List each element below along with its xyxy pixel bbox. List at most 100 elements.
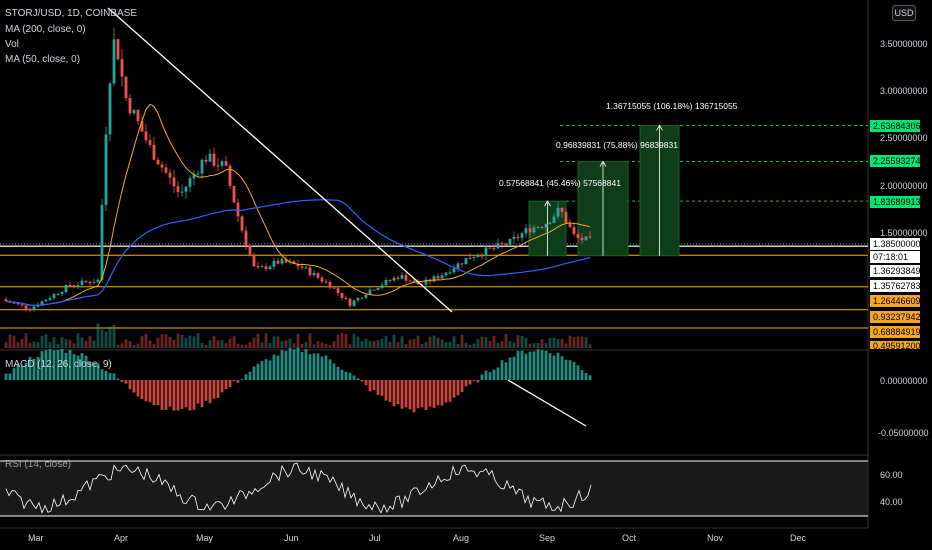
volume-bar bbox=[340, 333, 344, 348]
candle-body bbox=[340, 292, 344, 298]
macd-bar bbox=[308, 354, 312, 380]
candle-body bbox=[60, 292, 64, 294]
candle-body bbox=[12, 302, 16, 304]
macd-bar bbox=[352, 375, 356, 380]
candle-body bbox=[208, 153, 212, 162]
candle-body bbox=[128, 98, 132, 114]
volume-bar bbox=[528, 343, 532, 348]
macd-bar bbox=[500, 360, 504, 380]
volume-bar bbox=[284, 340, 288, 348]
candle-body bbox=[448, 272, 452, 274]
volume-bar bbox=[464, 342, 468, 348]
macd-bar bbox=[188, 380, 192, 411]
candle-body bbox=[496, 243, 500, 249]
macd-bar bbox=[216, 380, 220, 398]
candle-body bbox=[76, 284, 80, 286]
candle-body bbox=[100, 205, 104, 280]
macd-bar bbox=[448, 380, 452, 402]
macd-bar bbox=[40, 351, 44, 380]
volume-bar bbox=[60, 337, 64, 348]
volume-bar bbox=[240, 344, 244, 348]
macd-bar bbox=[8, 373, 12, 380]
macd-bar bbox=[396, 380, 400, 404]
candle-body bbox=[328, 282, 332, 288]
macd-bar bbox=[272, 354, 276, 380]
macd-bar bbox=[344, 371, 348, 380]
candle-body bbox=[16, 303, 20, 305]
volume-bar bbox=[356, 336, 360, 348]
volume-bar bbox=[440, 339, 444, 348]
candle-body bbox=[540, 226, 544, 228]
macd-bar bbox=[488, 372, 492, 380]
candle-body bbox=[484, 247, 488, 256]
macd-bar bbox=[376, 380, 380, 395]
volume-bar bbox=[88, 336, 92, 348]
volume-bar bbox=[360, 341, 364, 348]
target-annotation-2: 0.96839831 (75.88%) 96839831 bbox=[556, 140, 678, 150]
volume-bar bbox=[352, 333, 356, 348]
candle-body bbox=[512, 236, 516, 239]
volume-bar bbox=[364, 338, 368, 348]
macd-bar bbox=[516, 351, 520, 380]
volume-bar bbox=[296, 333, 300, 348]
macd-bar bbox=[440, 380, 444, 406]
candle-body bbox=[232, 185, 236, 203]
macd-bar bbox=[48, 349, 52, 380]
volume-bar bbox=[264, 333, 268, 348]
level-tag-green: 2.25593274 bbox=[870, 155, 921, 167]
volume-bar bbox=[424, 342, 428, 348]
candle-body bbox=[372, 289, 376, 291]
macd-bar bbox=[196, 380, 200, 404]
price-tick: 3.00000000 bbox=[880, 86, 928, 96]
macd-bar bbox=[340, 369, 344, 380]
candle-body bbox=[180, 191, 184, 193]
candle-body bbox=[44, 299, 48, 302]
month-label: May bbox=[196, 533, 214, 543]
macd-bar bbox=[416, 380, 420, 409]
volume-bar bbox=[116, 344, 120, 348]
candle-body bbox=[464, 258, 468, 265]
candle-body bbox=[476, 255, 480, 258]
currency-button[interactable]: USD bbox=[892, 5, 916, 21]
volume-bar bbox=[580, 336, 584, 348]
candle-body bbox=[292, 261, 296, 264]
candle-body bbox=[252, 254, 256, 267]
volume-bar bbox=[588, 344, 592, 348]
volume-bar bbox=[280, 340, 284, 348]
macd-bar bbox=[424, 380, 428, 410]
volume-bar bbox=[388, 341, 392, 348]
candle-body bbox=[24, 305, 28, 309]
macd-bar bbox=[168, 380, 172, 407]
month-label: Mar bbox=[28, 533, 44, 543]
candle-body bbox=[308, 267, 312, 276]
month-label: Apr bbox=[114, 533, 129, 543]
volume-bar bbox=[276, 336, 280, 348]
volume-bar bbox=[496, 342, 500, 348]
candle-body bbox=[452, 268, 456, 273]
macd-bar bbox=[520, 350, 524, 380]
volume-bar bbox=[432, 335, 436, 348]
macd-bar bbox=[532, 351, 536, 380]
macd-trendline bbox=[507, 379, 587, 427]
candle-body bbox=[148, 140, 152, 145]
volume-bar bbox=[120, 343, 124, 348]
macd-bar bbox=[420, 380, 424, 408]
macd-bar bbox=[80, 353, 84, 380]
macd-bar bbox=[128, 380, 132, 390]
volume-bar bbox=[548, 337, 552, 348]
macd-bar bbox=[140, 380, 144, 400]
macd-bar bbox=[472, 380, 476, 381]
candle-body bbox=[88, 282, 92, 284]
macd-bar bbox=[372, 380, 376, 391]
volume-bar bbox=[192, 336, 196, 348]
macd-bar bbox=[484, 370, 488, 380]
candle-body bbox=[256, 266, 260, 268]
level-tag-white: 1.36293849 bbox=[870, 265, 921, 277]
candle-body bbox=[500, 243, 504, 245]
level-tag-orange: 1.26446609 bbox=[870, 295, 921, 307]
volume-bar bbox=[584, 337, 588, 348]
candle-body bbox=[304, 267, 308, 269]
macd-bar bbox=[152, 380, 156, 406]
candle-body bbox=[556, 207, 560, 217]
